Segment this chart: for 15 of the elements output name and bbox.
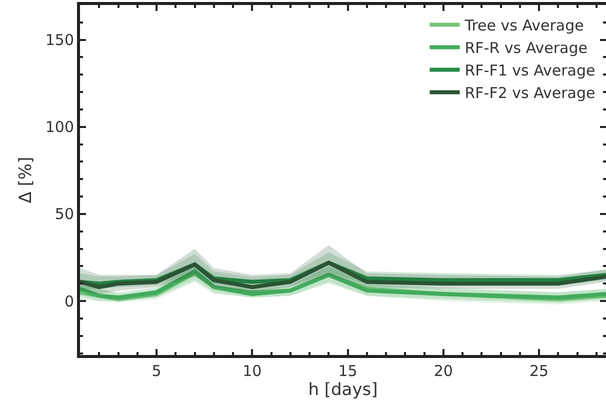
x-tick-label: 25: [530, 362, 549, 380]
x-tick-label: 15: [338, 362, 358, 380]
y-tick-label: 0: [64, 292, 74, 310]
x-tick-label: 10: [242, 362, 262, 380]
y-axis-title: Δ [%]: [16, 156, 36, 204]
y-tick-label: 50: [54, 205, 74, 224]
x-axis-title: h [days]: [308, 380, 378, 400]
x-tick-label: 5: [152, 362, 162, 380]
legend-label: RF-R vs Average: [464, 39, 588, 58]
y-tick-label: 100: [45, 118, 74, 136]
legend-label: Tree vs Average: [464, 16, 584, 35]
y-tick-label: 150: [45, 31, 74, 50]
legend-label: RF-F2 vs Average: [464, 84, 596, 102]
legend-label: RF-F1 vs Average: [464, 62, 596, 80]
x-tick-label: 20: [434, 362, 453, 380]
